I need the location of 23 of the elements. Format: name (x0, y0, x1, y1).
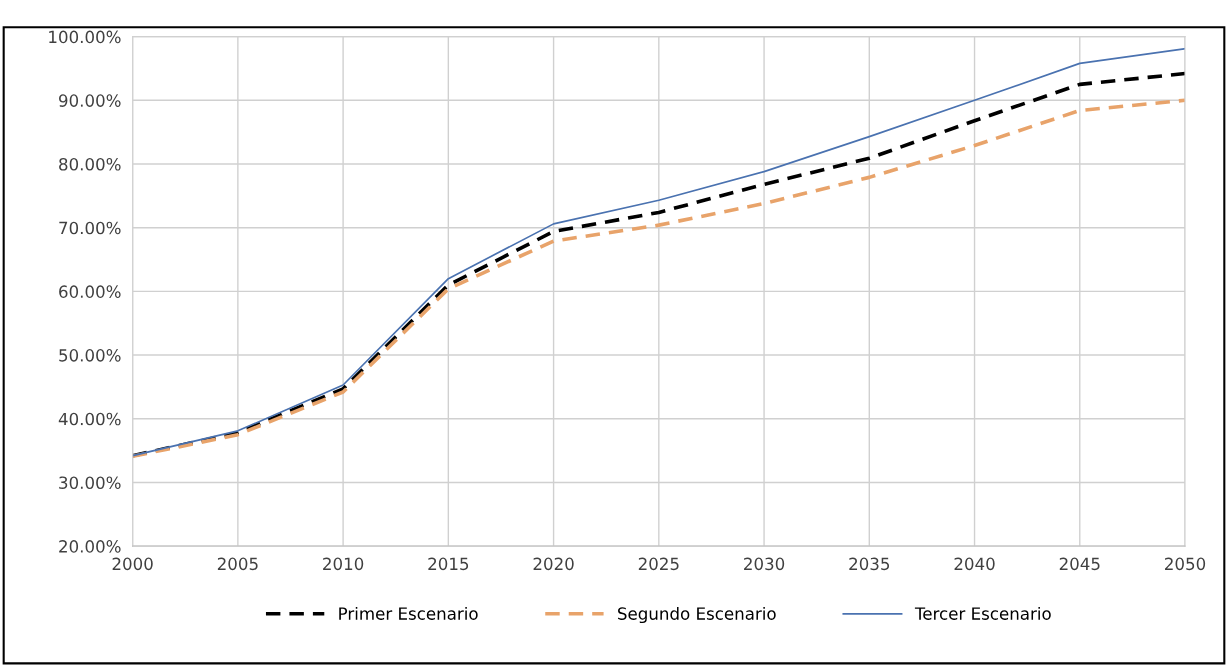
y-tick-label: 20.00% (59, 540, 121, 553)
x-tick-label: 2010 (323, 557, 364, 571)
y-tick-label: 30.00% (59, 476, 121, 489)
x-tick-label: 2020 (533, 557, 574, 571)
y-tick-label: 100.00% (49, 30, 121, 44)
x-tick-label: 2000 (112, 557, 153, 571)
y-tick-label: 50.00% (59, 349, 121, 362)
x-tick-label: 2025 (638, 557, 679, 571)
x-tick-label: 2045 (1059, 557, 1100, 571)
x-tick-label: 2040 (954, 557, 995, 571)
x-tick-label: 2015 (428, 557, 469, 571)
x-tick-label: 2005 (217, 557, 258, 571)
y-tick-label: 80.00% (59, 157, 121, 171)
x-tick-label: 2050 (1165, 557, 1206, 571)
y-tick-label: 90.00% (59, 94, 121, 107)
y-tick-label: 60.00% (59, 285, 121, 298)
y-tick-label: 40.00% (58, 412, 121, 426)
y-tick-label: 70.00% (59, 221, 121, 235)
legend-label: Primer Escenario (339, 606, 478, 620)
x-tick-label: 2030 (744, 557, 785, 571)
legend-label: Segundo Escenario (618, 606, 776, 624)
x-tick-label: 2035 (849, 557, 890, 571)
legend-label: Tercer Escenario (914, 606, 1051, 620)
